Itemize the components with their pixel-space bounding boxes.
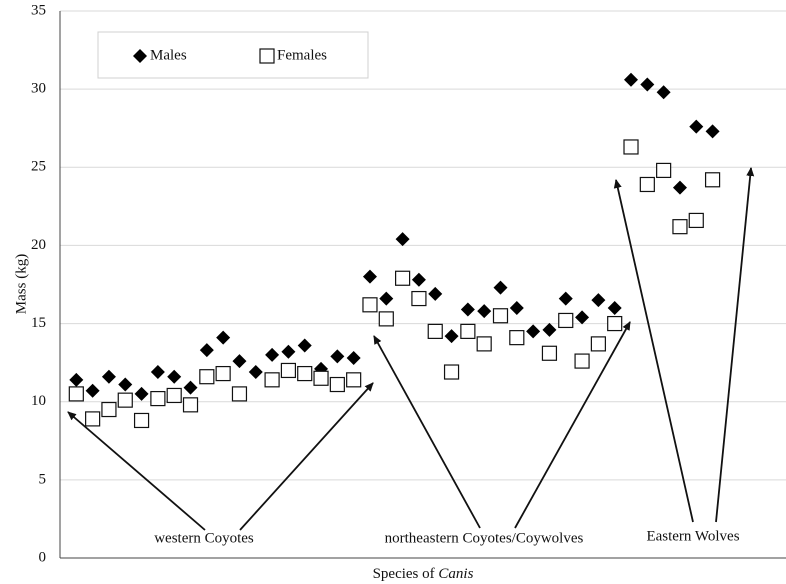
square-marker (656, 162, 672, 179)
square-marker (133, 412, 150, 429)
square-marker (378, 311, 394, 327)
legend-marker (133, 49, 147, 63)
square-marker (574, 353, 590, 369)
group-label: western Coyotes (154, 530, 254, 546)
diamond-marker (689, 119, 704, 134)
x-label-italic: Canis (438, 566, 473, 582)
square-marker (476, 336, 492, 352)
square-marker (704, 172, 721, 188)
diamond-marker (493, 280, 508, 295)
y-axis-label: Mass (kg) (13, 254, 29, 314)
square-marker (182, 397, 199, 413)
diamond-marker (477, 304, 492, 319)
square-marker (492, 308, 509, 324)
diamond-marker (150, 365, 165, 380)
diamond-marker (346, 350, 361, 365)
square-marker (541, 345, 558, 361)
square-marker (362, 297, 378, 313)
square-marker (150, 390, 166, 407)
group-label: Eastern Wolves (646, 528, 739, 544)
diamond-marker (591, 293, 606, 308)
diamond-marker (640, 77, 655, 92)
square-marker (607, 315, 623, 332)
diamond-marker (118, 377, 133, 392)
group-label: northeastern Coyotes/Coywolves (385, 530, 584, 546)
y-tick-label: 5 (39, 471, 47, 487)
diamond-marker (460, 302, 475, 317)
diamond-marker (199, 343, 214, 358)
square-marker (558, 312, 574, 329)
diamond-marker (672, 180, 687, 195)
square-marker (411, 290, 427, 307)
square-marker (231, 386, 248, 402)
square-marker (672, 219, 688, 235)
legend-label: Males (150, 47, 187, 63)
square-marker (395, 270, 411, 286)
diamond-marker (297, 338, 312, 353)
y-tick-label: 30 (31, 81, 46, 97)
square-marker (329, 376, 345, 393)
square-marker (199, 369, 215, 385)
square-marker (639, 176, 655, 193)
diamond-marker (248, 365, 263, 380)
diamond-marker (395, 232, 410, 247)
diamond-marker (362, 269, 377, 284)
diamond-marker (330, 349, 345, 364)
square-marker (346, 372, 362, 388)
legend-label: Females (277, 47, 327, 63)
diamond-marker (542, 322, 557, 337)
diamond-marker (379, 291, 394, 306)
diamond-marker (85, 383, 100, 398)
square-marker (68, 386, 84, 402)
square-marker (117, 392, 133, 408)
y-tick-label: 20 (31, 237, 46, 253)
square-marker (460, 323, 476, 339)
square-marker (427, 323, 443, 339)
y-tick-label: 35 (31, 2, 46, 18)
diamond-marker (509, 300, 524, 315)
diamond-marker (69, 372, 84, 387)
diamond-marker (607, 300, 622, 315)
legend-marker (259, 48, 275, 64)
x-axis-label: Species of Canis (373, 566, 474, 582)
square-marker (264, 372, 280, 388)
square-marker (280, 362, 297, 379)
diamond-marker (411, 272, 426, 287)
y-tick-label: 15 (31, 315, 46, 331)
diamond-marker (183, 380, 198, 395)
square-marker (443, 364, 460, 380)
y-tick-label: 0 (39, 549, 47, 565)
diamond-marker (624, 72, 639, 87)
diamond-marker (428, 286, 443, 301)
square-marker (590, 336, 606, 352)
diamond-marker (281, 344, 296, 359)
diamond-marker (265, 347, 280, 362)
diamond-marker (444, 329, 459, 344)
x-label-text: Species of (373, 566, 435, 582)
square-marker (297, 365, 313, 382)
diamond-marker (656, 85, 671, 100)
square-marker (509, 330, 525, 346)
diamond-marker (526, 324, 541, 339)
diamond-marker (134, 386, 149, 401)
arrows (67, 167, 755, 531)
y-tick-label: 25 (31, 159, 46, 175)
square-marker (623, 139, 639, 155)
diamond-marker (705, 124, 720, 139)
diamond-marker (575, 310, 590, 325)
diamond-marker (167, 369, 182, 384)
diamond-marker (101, 369, 116, 384)
square-marker (85, 411, 101, 427)
square-marker (166, 387, 182, 404)
square-marker (215, 365, 231, 382)
diamond-marker (232, 354, 247, 369)
square-marker (688, 212, 704, 229)
diamond-marker (216, 330, 231, 345)
diamond-marker (558, 291, 573, 306)
y-tick-label: 10 (31, 393, 46, 409)
square-marker (313, 370, 329, 386)
square-marker (101, 401, 117, 418)
